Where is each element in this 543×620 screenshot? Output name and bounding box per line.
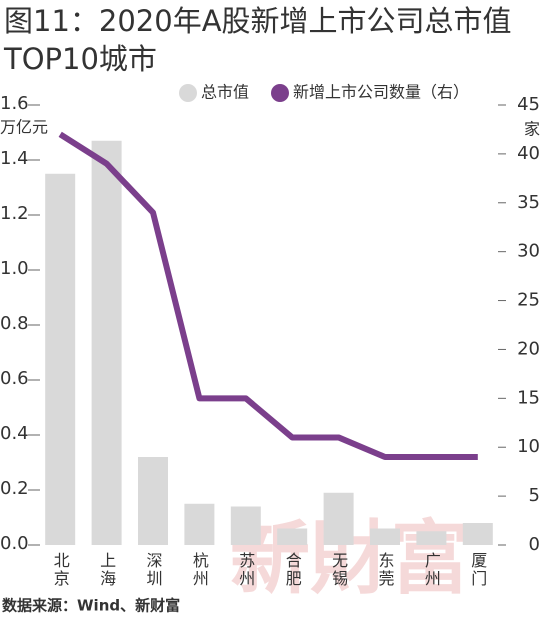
legend-label: 总市值 <box>201 83 249 102</box>
bar <box>323 492 354 545</box>
y-tick-label: 1.2 <box>0 203 29 224</box>
y-tick-label: 1.6 <box>0 93 29 114</box>
x-tick-label: 厦门 <box>468 552 487 588</box>
y2-axis-label: 家 <box>524 120 540 139</box>
y2-tick-label: 35 <box>517 192 540 213</box>
x-tick-label: 北京 <box>51 552 70 588</box>
x-tick-label: 杭州 <box>190 552 209 588</box>
y2-tick-label: 20 <box>517 338 540 359</box>
x-tick-label: 合肥 <box>283 552 302 588</box>
bar <box>138 457 168 545</box>
bar <box>230 506 261 545</box>
y2-tick-label: 30 <box>517 241 540 262</box>
legend-swatch <box>179 84 197 102</box>
line <box>58 131 478 460</box>
bar <box>184 503 215 545</box>
bar <box>91 140 122 545</box>
x-tick-label: 东莞 <box>376 552 395 588</box>
bar <box>370 528 400 545</box>
y-tick-label: 0.0 <box>0 533 29 554</box>
y2-tick-label: 25 <box>517 290 540 311</box>
source: 数据来源：Wind、新财富 <box>2 597 180 615</box>
bar <box>416 531 447 545</box>
y2-tick-label: 45 <box>517 94 540 115</box>
chart-title: 图11：2020年A股新增上市公司总市值TOP10城市 <box>4 4 512 76</box>
x-tick-label: 苏州 <box>236 552 255 588</box>
y2-tick-label: 5 <box>529 485 540 506</box>
y2-tick-label: 10 <box>517 436 540 457</box>
legend-swatch <box>271 84 289 102</box>
y2-tick-label: 40 <box>517 143 540 164</box>
y-tick-label: 1.4 <box>0 148 29 169</box>
x-tick-label: 无锡 <box>329 552 348 588</box>
y-axis-label: 万亿元 <box>0 118 48 137</box>
bar <box>277 528 308 545</box>
y-tick-label: 0.6 <box>0 368 29 389</box>
y-tick-label: 0.4 <box>0 423 29 444</box>
x-tick-label: 深圳 <box>144 552 163 588</box>
x-tick-label: 上海 <box>97 552 116 588</box>
legend-label: 新增上市公司数量（右） <box>293 83 469 102</box>
bar <box>45 173 76 545</box>
y2-tick-label: 15 <box>517 387 540 408</box>
y2-tick-label: 0 <box>529 534 540 555</box>
x-tick-label: 广州 <box>422 552 441 588</box>
y-tick-label: 1.0 <box>0 258 29 279</box>
bar <box>462 523 493 545</box>
y-tick-label: 0.8 <box>0 313 29 334</box>
y-tick-label: 0.2 <box>0 478 29 499</box>
